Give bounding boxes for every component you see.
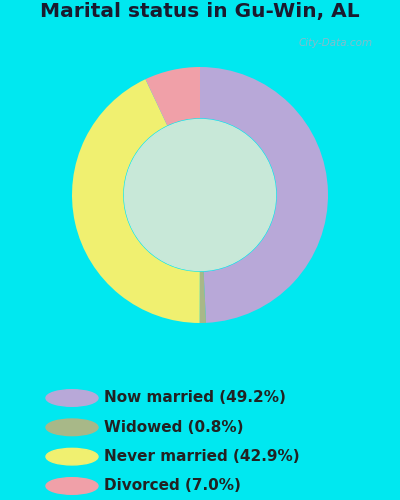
Text: Divorced (7.0%): Divorced (7.0%) [104, 478, 241, 494]
Wedge shape [200, 272, 206, 323]
Wedge shape [200, 67, 328, 323]
Circle shape [46, 478, 98, 494]
Text: City-Data.com: City-Data.com [299, 38, 373, 48]
Circle shape [46, 448, 98, 465]
Circle shape [46, 390, 98, 406]
Circle shape [46, 419, 98, 436]
Text: Marital status in Gu-Win, AL: Marital status in Gu-Win, AL [40, 2, 360, 20]
Text: Now married (49.2%): Now married (49.2%) [104, 390, 286, 406]
Wedge shape [72, 79, 200, 323]
Text: Widowed (0.8%): Widowed (0.8%) [104, 420, 244, 435]
Circle shape [124, 120, 276, 270]
Text: Never married (42.9%): Never married (42.9%) [104, 449, 300, 464]
Wedge shape [146, 67, 200, 126]
